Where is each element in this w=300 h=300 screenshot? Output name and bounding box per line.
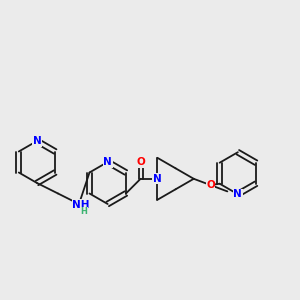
Text: H: H [81,208,87,217]
Text: O: O [136,157,145,167]
Text: O: O [206,180,215,190]
Text: N: N [33,136,41,146]
Text: NH: NH [72,200,90,210]
Text: N: N [103,157,112,167]
Text: N: N [153,174,162,184]
Text: N: N [233,189,242,199]
